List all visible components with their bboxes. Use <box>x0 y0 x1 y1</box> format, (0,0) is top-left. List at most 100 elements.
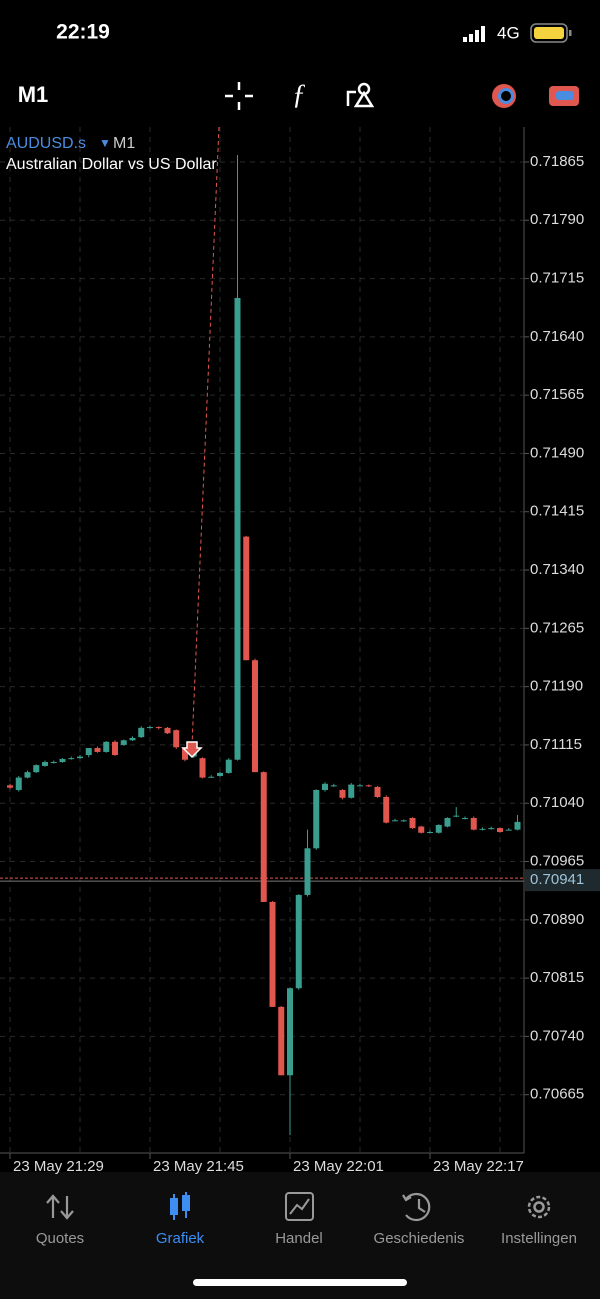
y-tick-label: 0.71790 <box>530 211 584 228</box>
candle-body <box>217 772 223 777</box>
candle-body <box>435 824 442 833</box>
y-tick-label: 0.70665 <box>530 1086 584 1103</box>
candle-body <box>225 759 232 773</box>
candle-body <box>129 737 136 741</box>
candle-body <box>199 758 206 778</box>
tab-label[interactable]: Quotes <box>36 1230 84 1247</box>
chart-icon <box>170 1192 190 1220</box>
tab-label[interactable]: Geschiedenis <box>374 1230 465 1247</box>
x-tick-label: 23 May 22:01 <box>293 1158 384 1175</box>
candle-body <box>59 758 66 763</box>
candle-body <box>287 988 293 1076</box>
candle-body <box>462 817 468 819</box>
trade-icon <box>285 1192 314 1221</box>
trade-button[interactable] <box>549 86 579 106</box>
candle-body <box>339 790 346 798</box>
candle-body <box>103 741 110 752</box>
y-tick-label: 0.71565 <box>530 386 584 403</box>
quotes-icon <box>46 1194 74 1220</box>
candle-body <box>505 829 512 831</box>
candle-body <box>252 660 258 773</box>
plot <box>0 127 529 1159</box>
candle-body <box>77 756 83 759</box>
candle-body <box>427 831 433 833</box>
y-tick-label: 0.71190 <box>530 678 583 695</box>
candle-body <box>409 817 416 829</box>
candle-body <box>348 784 355 798</box>
candle-body <box>243 536 250 661</box>
history-icon <box>402 1192 431 1222</box>
y-tick-label: 0.71115 <box>530 736 582 753</box>
y-tick-label: 0.71340 <box>530 561 584 578</box>
indicators-button[interactable]: ƒ <box>292 79 306 110</box>
status-time: 22:19 <box>56 21 110 44</box>
candle-body <box>444 817 451 827</box>
candle-body <box>208 776 215 778</box>
tab-label[interactable]: Instellingen <box>501 1230 577 1247</box>
candle-body <box>365 785 372 787</box>
candle-body <box>470 817 477 830</box>
x-tick-label: 23 May 22:17 <box>433 1158 524 1175</box>
current-price-box <box>525 869 600 892</box>
y-tick-label: 0.71865 <box>530 153 584 170</box>
chart-subtitle: Australian Dollar vs US Dollar <box>6 156 217 173</box>
candle-body <box>138 727 145 738</box>
account-button[interactable] <box>492 84 516 108</box>
network-type: 4G <box>497 23 520 42</box>
battery-icon <box>530 23 572 43</box>
y-tick-label: 0.70890 <box>530 911 584 928</box>
candle-body <box>514 821 521 830</box>
candle-body <box>383 797 390 823</box>
candle-body <box>400 820 407 822</box>
candle-body <box>42 762 48 766</box>
candle-body <box>313 790 320 849</box>
symbol[interactable]: AUDUSD.s <box>6 135 86 152</box>
candle-body <box>164 727 171 734</box>
home-indicator <box>193 1279 407 1286</box>
candle-body <box>374 786 381 798</box>
y-tick-label: 0.70815 <box>530 969 584 986</box>
tab-label[interactable]: Handel <box>275 1230 323 1247</box>
trade-line <box>191 126 220 746</box>
candle-body <box>453 815 460 817</box>
candle-body <box>330 785 337 787</box>
candle-body <box>260 772 267 902</box>
candle-body <box>24 772 31 778</box>
candle-body <box>479 828 486 830</box>
chart-timeframe: M1 <box>113 135 135 152</box>
crosshair-button[interactable] <box>225 82 253 110</box>
candle-body <box>182 748 188 760</box>
tab-label[interactable]: Grafiek <box>156 1230 205 1247</box>
y-tick-label: 0.71265 <box>530 619 584 636</box>
candle-body <box>488 828 495 830</box>
candle-body <box>295 894 302 989</box>
candle-body <box>155 727 162 729</box>
timeframe-button[interactable]: M1 <box>18 82 49 107</box>
candle-body <box>112 741 118 756</box>
y-tick-label: 0.70965 <box>530 852 584 869</box>
symbol-dropdown[interactable]: ▼ <box>99 136 111 150</box>
candle-body <box>50 762 57 764</box>
candle-body <box>234 298 241 760</box>
candle-body <box>278 1006 285 1076</box>
candle-body <box>269 901 276 1007</box>
signal-icon <box>463 26 485 42</box>
objects-button[interactable] <box>346 82 375 108</box>
settings-icon <box>527 1195 551 1219</box>
candle-body <box>392 820 398 822</box>
y-tick-label: 0.71490 <box>530 444 584 461</box>
candle-body <box>497 828 503 832</box>
y-tick-label: 0.71715 <box>530 270 584 287</box>
y-tick-label: 0.70740 <box>530 1027 584 1044</box>
y-tick-label: 0.71415 <box>530 503 584 520</box>
candle-body <box>304 848 311 895</box>
sell-marker <box>181 741 203 759</box>
y-tick-label: 0.71040 <box>530 794 584 811</box>
x-tick-label: 23 May 21:45 <box>153 1158 244 1175</box>
candle-body <box>68 758 75 760</box>
y-tick-label: 0.71640 <box>530 328 584 345</box>
candle-body <box>173 730 180 748</box>
